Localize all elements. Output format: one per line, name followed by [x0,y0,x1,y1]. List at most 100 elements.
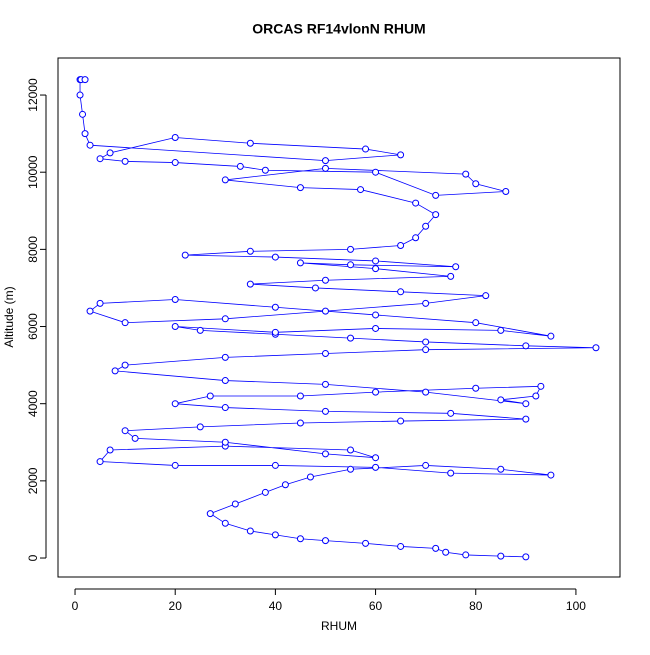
data-point [422,461,430,469]
y-tick-label: 2000 [26,467,40,494]
y-tick-label: 4000 [26,390,40,417]
data-point [447,272,455,280]
data-point [171,133,179,141]
data-point [321,307,329,315]
data-point [81,76,89,84]
x-tick-label: 80 [469,599,483,613]
data-point [106,149,114,157]
y-axis-label: Altitude (m) [2,286,16,347]
data-point [206,392,214,400]
data-point [296,392,304,400]
data-point [171,159,179,167]
data-point [96,458,104,466]
data-point [422,222,430,230]
data-point [221,353,229,361]
x-tick-label: 40 [269,599,283,613]
data-point [372,454,380,462]
data-point [347,245,355,253]
series-line [79,79,596,558]
x-tick-label: 60 [369,599,383,613]
data-point [347,261,355,269]
data-point [321,450,329,458]
data-point [171,400,179,408]
data-point [79,110,87,118]
data-point [271,253,279,261]
data-point [497,326,505,334]
data-point [452,263,460,271]
data-point [347,334,355,342]
data-point [462,551,470,559]
y-tick-label: 8000 [26,236,40,263]
data-point [372,265,380,273]
data-point [472,180,480,188]
data-point [372,388,380,396]
data-point [271,461,279,469]
data-point [397,151,405,159]
data-point [347,465,355,473]
data-point [347,446,355,454]
data-point [246,527,254,535]
data-point [86,141,94,149]
data-point [321,380,329,388]
data-point [81,130,89,138]
data-point [357,186,365,194]
data-point [296,259,304,267]
y-tick-label: 6000 [26,313,40,340]
data-point [422,388,430,396]
data-point [261,166,269,174]
data-point [422,346,430,354]
data-point [321,407,329,415]
data-point [502,187,510,195]
data-point [547,471,555,479]
data-point [497,396,505,404]
data-point [462,170,470,178]
data-point [121,361,129,369]
data-point [422,338,430,346]
data-point [532,392,540,400]
data-point [96,299,104,307]
x-tick-label: 20 [169,599,183,613]
data-point [111,367,119,375]
data-point [482,292,490,300]
data-point [221,377,229,385]
data-point [321,537,329,545]
data-point [432,191,440,199]
data-point [472,384,480,392]
data-point [246,139,254,147]
data-point [447,409,455,417]
data-point [522,342,530,350]
data-point [76,91,84,99]
data-point [547,332,555,340]
data-point [372,257,380,265]
data-point [121,427,129,435]
data-point [196,423,204,431]
data-point [362,539,370,547]
data-point [221,176,229,184]
data-point [181,251,189,259]
y-tick-label: 0 [26,554,40,561]
data-point [236,162,244,170]
data-point [206,510,214,518]
data-point [246,280,254,288]
data-point [246,247,254,255]
data-point [442,548,450,556]
data-point [321,157,329,165]
x-tick-label: 0 [72,599,79,613]
data-point [522,400,530,408]
y-tick-label: 12000 [26,78,40,112]
data-point [522,553,530,561]
data-point [397,242,405,250]
data-point [271,303,279,311]
data-point [296,419,304,427]
plot-frame [57,57,621,578]
data-point [171,323,179,331]
data-point [196,326,204,334]
data-point [432,211,440,219]
data-point [497,465,505,473]
data-point [397,288,405,296]
data-point [522,415,530,423]
data-point [412,234,420,242]
data-point [372,311,380,319]
y-tick-label: 10000 [26,155,40,189]
